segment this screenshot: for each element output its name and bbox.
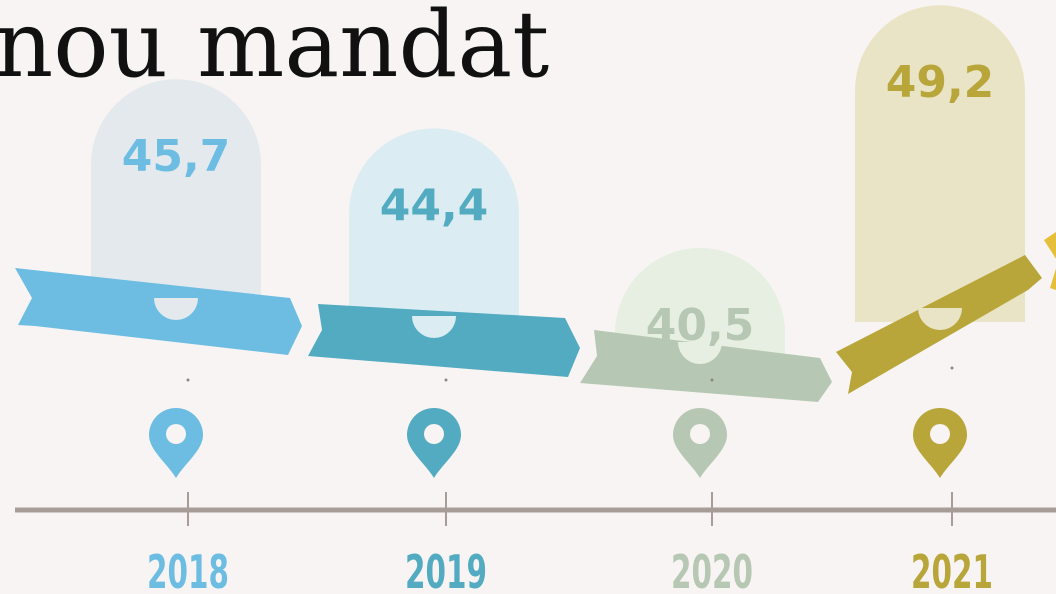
dot (710, 378, 714, 382)
notch (412, 316, 456, 338)
dot (186, 378, 190, 382)
notch (678, 342, 722, 364)
dot (444, 378, 448, 382)
bar (349, 128, 519, 330)
next-ribbon (1044, 232, 1056, 290)
value-label: 44,4 (380, 180, 489, 231)
x-tick-label: 2019 (405, 545, 487, 594)
bar (91, 79, 261, 312)
marks: 45,7 2018 44,4 2019 40,5 2020 49,2 2021 (15, 5, 1042, 594)
x-tick-label: 2018 (147, 545, 229, 594)
ribbon (15, 268, 302, 355)
pin-hole (690, 424, 710, 444)
value-label: 45,7 (122, 131, 231, 182)
value-label: 40,5 (646, 300, 755, 351)
bar (855, 5, 1025, 323)
x-tick-label: 2021 (911, 545, 993, 594)
value-label: 49,2 (886, 57, 995, 108)
pin-hole (166, 424, 186, 444)
ribbon (580, 330, 832, 402)
dot (950, 366, 954, 370)
chart-title: nou mandat (0, 0, 549, 98)
notch (918, 308, 962, 330)
x-tick-label: 2020 (671, 545, 753, 594)
notch (154, 298, 198, 320)
bar (615, 248, 785, 356)
pin-hole (930, 424, 950, 444)
ribbon (308, 304, 580, 377)
pin-hole (424, 424, 444, 444)
